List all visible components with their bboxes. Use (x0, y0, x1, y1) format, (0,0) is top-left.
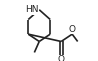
Text: O: O (58, 55, 65, 61)
Text: HN: HN (25, 5, 39, 14)
Text: O: O (69, 25, 76, 34)
Text: O: O (69, 25, 76, 34)
Text: O: O (58, 55, 65, 61)
Text: HN: HN (25, 5, 39, 14)
